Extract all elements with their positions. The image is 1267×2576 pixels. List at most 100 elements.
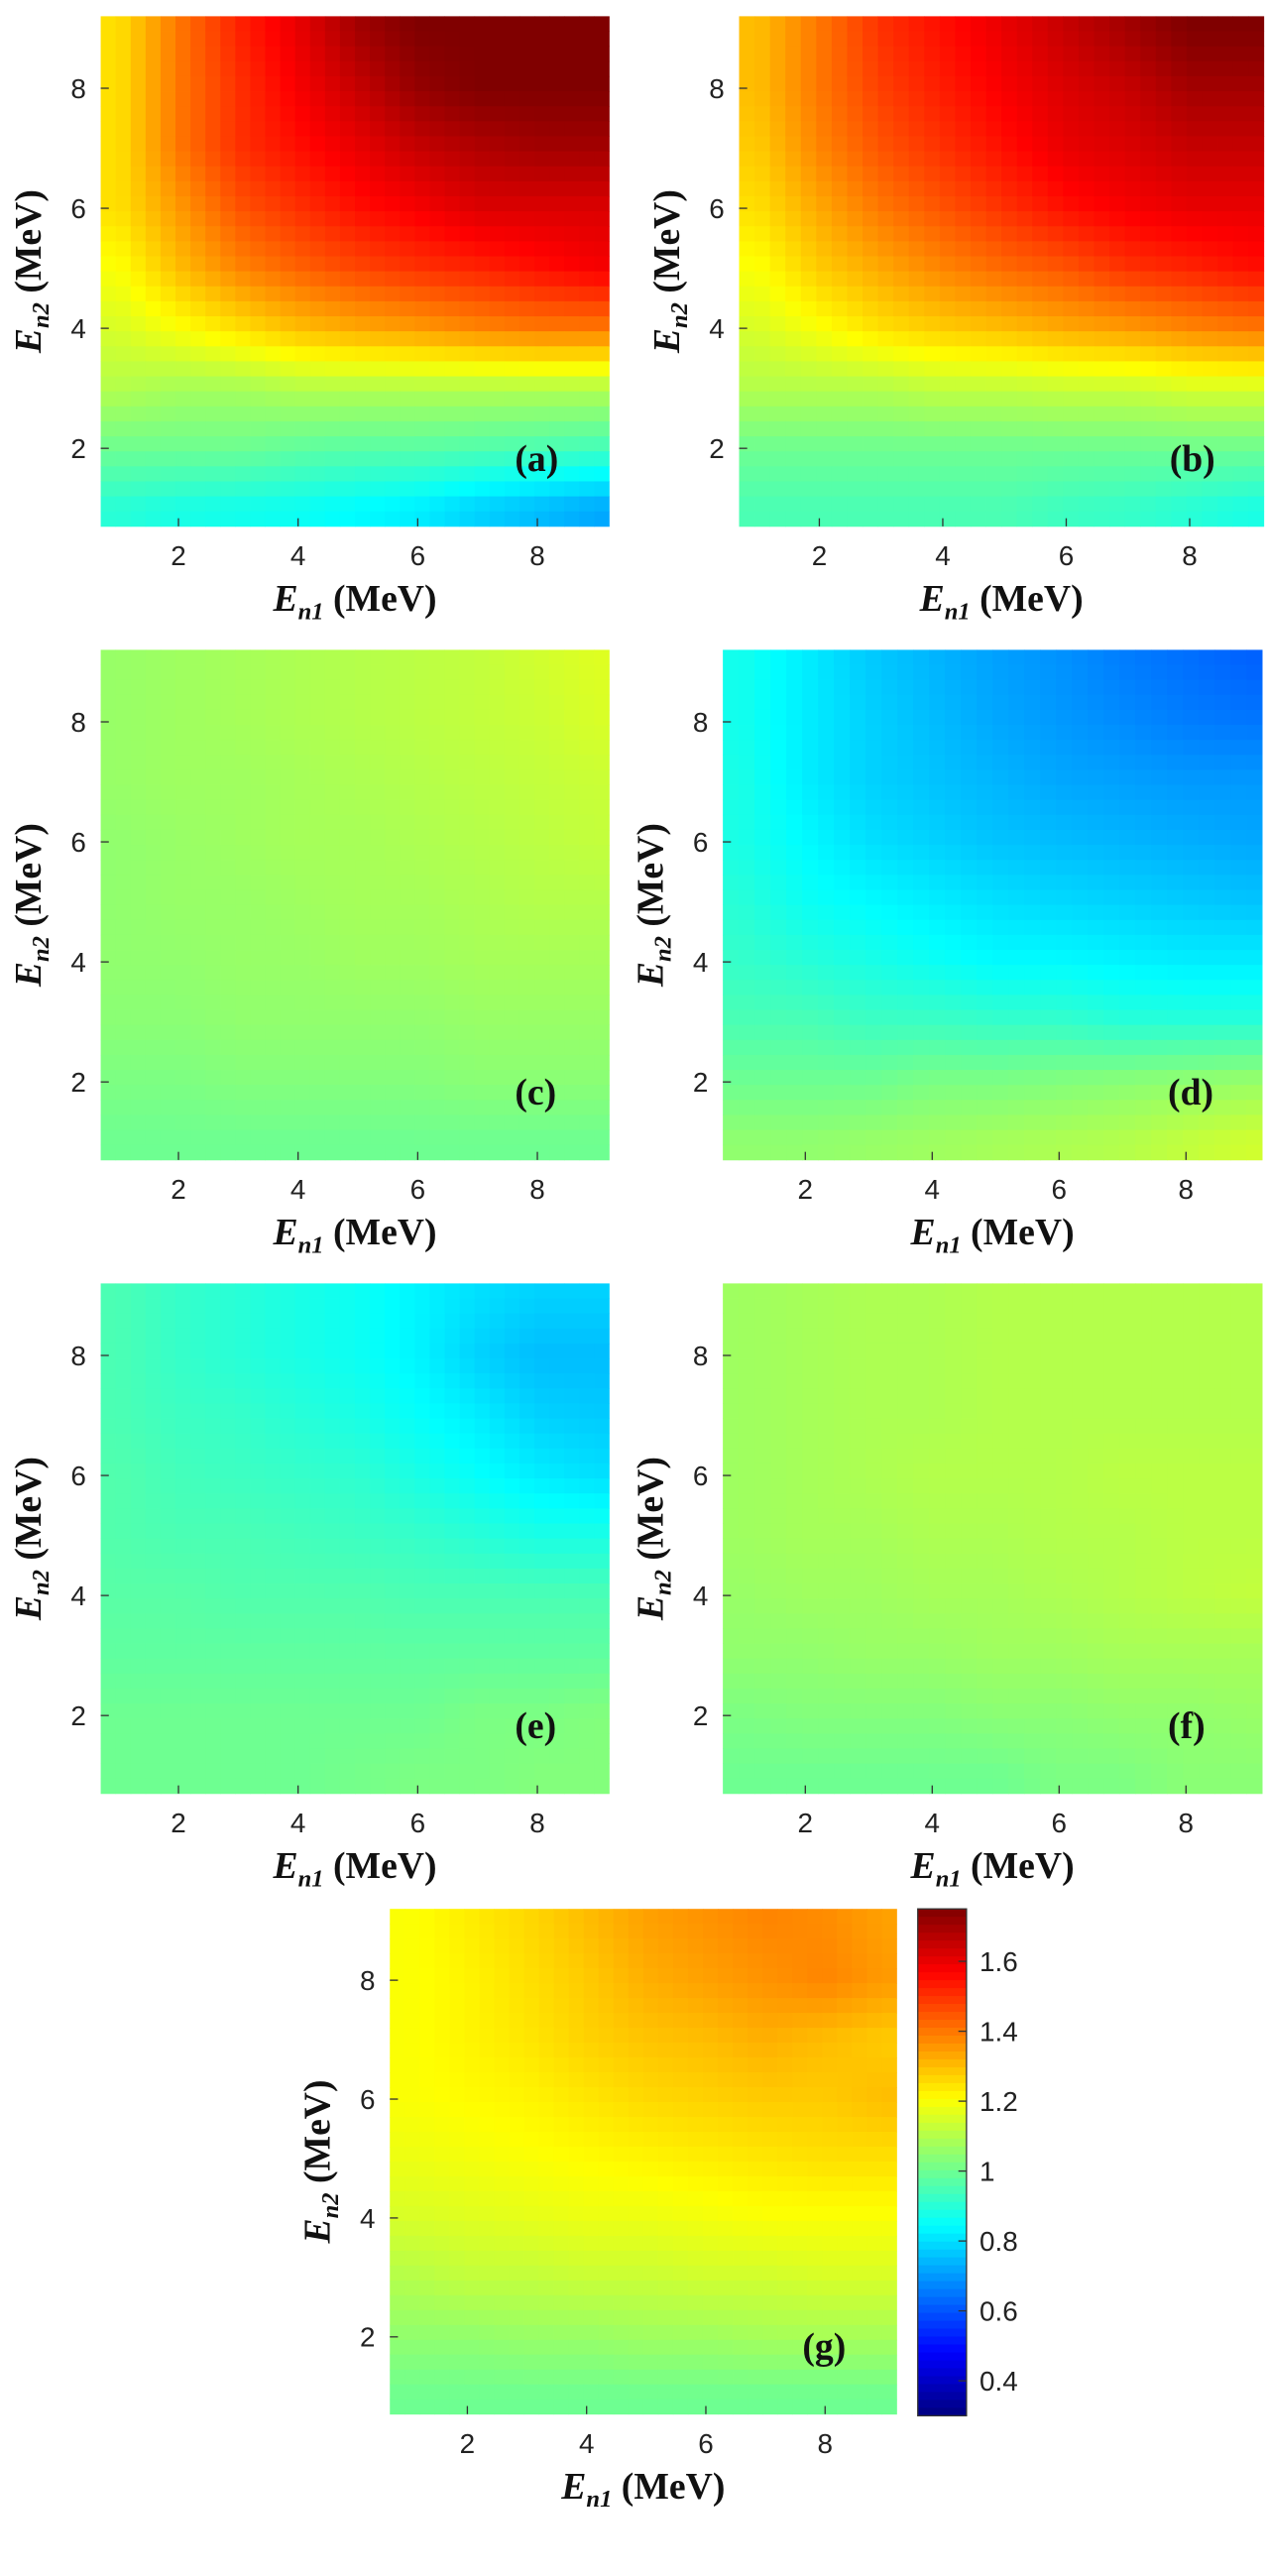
heatmap-cell	[785, 451, 802, 467]
heatmap-cell	[579, 316, 595, 332]
heatmap-cell	[1008, 1039, 1025, 1056]
heatmap-cell	[863, 466, 878, 482]
heatmap-cell	[549, 1114, 565, 1131]
heatmap-cell	[280, 391, 296, 408]
heatmap-cell	[205, 106, 221, 122]
heatmap-cell	[250, 60, 266, 77]
heatmap-cell	[834, 679, 851, 696]
heatmap-cell	[847, 391, 864, 408]
heatmap-cell	[250, 211, 266, 227]
heatmap-cell	[1094, 496, 1110, 513]
heatmap-cell	[294, 1085, 311, 1101]
heatmap-cell	[770, 1070, 787, 1086]
heatmap-cell	[865, 875, 882, 890]
heatmap-cell	[847, 121, 864, 137]
heatmap-cell	[205, 271, 221, 288]
heatmap-cell	[280, 934, 296, 951]
heatmap-cell	[834, 694, 851, 711]
heatmap-cell	[355, 226, 371, 242]
heatmap-cell	[309, 1085, 326, 1101]
heatmap-cell	[1248, 331, 1265, 347]
heatmap-cell	[816, 346, 833, 362]
heatmap-cell	[831, 16, 848, 32]
heatmap-cell	[594, 1283, 610, 1299]
heatmap-cell	[355, 740, 371, 756]
heatmap-cell	[339, 316, 356, 332]
heatmap-cell	[1167, 679, 1184, 696]
heatmap-cell	[370, 725, 386, 741]
heatmap-cell	[877, 496, 894, 513]
heatmap-cell	[579, 889, 595, 906]
heatmap-cell	[802, 1129, 819, 1146]
heatmap-cell	[1001, 466, 1018, 482]
heatmap-cell	[294, 1388, 311, 1404]
heatmap-cell	[939, 331, 956, 347]
heatmap-cell	[175, 151, 191, 168]
heatmap-cell	[250, 91, 266, 107]
heatmap-cell	[414, 965, 430, 981]
heatmap-cell	[250, 1129, 266, 1146]
heatmap-cell	[1248, 286, 1265, 302]
heatmap-cell	[863, 195, 878, 212]
heatmap-cell	[1214, 769, 1231, 785]
y-tick-label: 8	[70, 73, 86, 104]
heatmap-cell	[977, 995, 993, 1010]
heatmap-cell	[160, 1100, 176, 1115]
heatmap-cell	[908, 75, 925, 92]
heatmap-cell	[130, 1313, 147, 1330]
heatmap-cell	[489, 694, 506, 711]
heatmap-cell	[1214, 1054, 1231, 1071]
heatmap-cell	[220, 740, 236, 756]
heatmap-cell	[1078, 166, 1094, 182]
heatmap-cell	[1135, 725, 1152, 741]
heatmap-cell	[1171, 46, 1188, 62]
heatmap-cell	[802, 755, 819, 770]
heatmap-cell	[1016, 436, 1033, 452]
heatmap-cell	[754, 1085, 771, 1101]
heatmap-cell	[130, 784, 147, 801]
heatmap-cell	[850, 845, 866, 861]
heatmap-cell	[850, 799, 866, 816]
heatmap-cell	[534, 904, 550, 921]
heatmap-cell	[339, 481, 356, 498]
heatmap-cell	[429, 481, 445, 498]
heatmap-cell	[1202, 136, 1218, 152]
heatmap-cell	[1199, 664, 1215, 681]
heatmap-cell	[190, 211, 206, 227]
heatmap-cell	[294, 934, 311, 951]
heatmap-cell	[1119, 1144, 1136, 1161]
x-axis-label-unit: (MeV)	[962, 1212, 1075, 1253]
x-tick-label: 8	[529, 540, 544, 571]
heatmap-cell	[160, 391, 176, 408]
heatmap-cell	[1119, 889, 1136, 906]
heatmap-cell	[816, 391, 833, 408]
heatmap-cell	[474, 256, 491, 273]
heatmap-cell	[1001, 331, 1018, 347]
heatmap-cell	[1232, 316, 1249, 332]
heatmap-cell	[220, 649, 236, 665]
heatmap-cell	[769, 391, 786, 408]
heatmap-cell	[1246, 934, 1263, 951]
heatmap-cell	[370, 436, 386, 452]
heatmap-cell	[594, 799, 610, 816]
heatmap-cell	[564, 346, 580, 362]
heatmap-cell	[385, 769, 401, 785]
heatmap-cell	[145, 16, 162, 32]
heatmap-cell	[594, 451, 610, 467]
heatmap-cell	[961, 1085, 978, 1101]
heatmap-cell	[739, 241, 755, 257]
heatmap-cell	[1232, 481, 1249, 498]
heatmap-cell	[100, 286, 117, 302]
heatmap-cell	[1094, 226, 1110, 242]
heatmap-cell	[265, 420, 281, 437]
heatmap-cell	[1214, 1085, 1231, 1101]
heatmap-cell	[504, 1024, 520, 1041]
heatmap-cell	[489, 995, 506, 1010]
heatmap-cell	[863, 226, 878, 242]
heatmap-cell	[992, 1070, 1009, 1086]
heatmap-cell	[115, 391, 132, 408]
heatmap-cell	[414, 286, 430, 302]
heatmap-cell	[1167, 755, 1184, 770]
heatmap-cell	[1109, 60, 1126, 77]
heatmap-cell	[594, 814, 610, 831]
